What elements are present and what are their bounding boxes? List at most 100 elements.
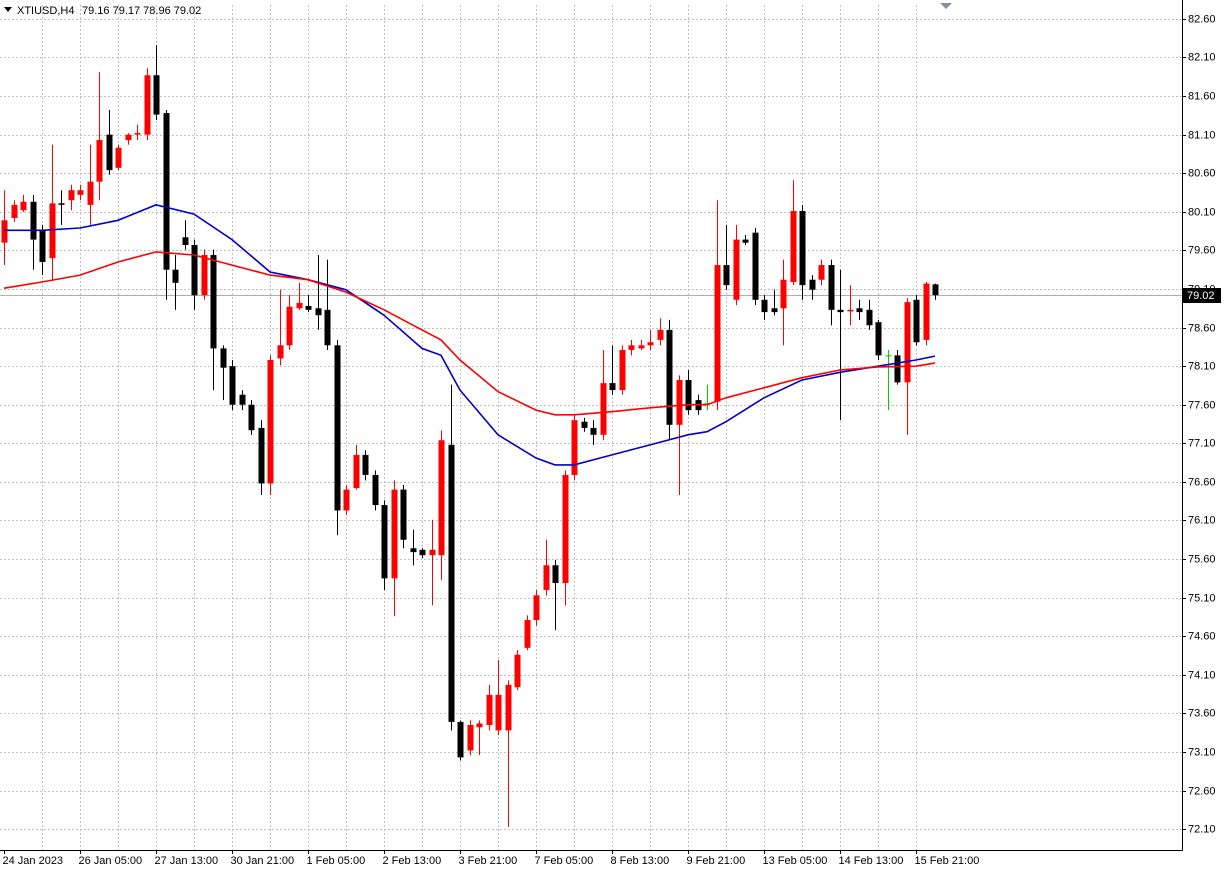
- candle-body: [334, 345, 341, 511]
- candle-body: [438, 440, 445, 556]
- candle-body: [362, 454, 369, 475]
- candle-body: [581, 421, 588, 428]
- candle-body: [239, 394, 246, 405]
- candle-body: [410, 548, 417, 553]
- candle-body: [904, 302, 911, 383]
- candle-body: [790, 211, 797, 283]
- candle-body: [828, 265, 835, 310]
- last-price-label: 79.02: [1187, 290, 1215, 302]
- y-tick-label: 73.60: [1188, 707, 1216, 719]
- candle-body: [400, 489, 407, 540]
- candle-body: [381, 505, 388, 579]
- x-tick-label: 15 Feb 21:00: [915, 855, 980, 867]
- candle-body: [552, 565, 559, 583]
- candle-body: [134, 133, 141, 135]
- grid: [0, 5, 1182, 850]
- candle-body: [590, 427, 597, 435]
- candle-body: [210, 255, 217, 349]
- candle-body: [267, 359, 274, 484]
- candle-body: [733, 239, 740, 300]
- candle-body: [125, 134, 132, 141]
- candle-body: [495, 694, 502, 731]
- y-tick-label: 80.10: [1188, 206, 1216, 218]
- candle-body: [1, 220, 8, 243]
- y-tick-label: 81.10: [1188, 129, 1216, 141]
- y-tick-label: 77.10: [1188, 437, 1216, 449]
- candle-body: [30, 201, 37, 240]
- candle-body: [343, 489, 350, 511]
- candle-body: [809, 279, 816, 290]
- candle-body: [543, 565, 550, 590]
- candle-body: [296, 302, 303, 309]
- y-tick-label: 78.60: [1188, 322, 1216, 334]
- candle-body: [714, 265, 721, 402]
- candle-body: [752, 232, 759, 300]
- candle-body: [220, 348, 227, 368]
- y-tick-label: 75.60: [1188, 553, 1216, 565]
- candle-body: [514, 654, 521, 688]
- candle-body: [191, 244, 198, 296]
- candle-body: [286, 306, 293, 346]
- candle-body: [457, 721, 464, 758]
- candle-body: [201, 255, 208, 296]
- x-tick-label: 8 Feb 13:00: [611, 855, 670, 867]
- candle-body: [182, 237, 189, 245]
- candle-body: [676, 380, 683, 425]
- candle-body: [144, 75, 151, 135]
- candle-body: [448, 444, 455, 722]
- moving-average-line: [4, 204, 936, 466]
- candle-body: [647, 342, 654, 346]
- candle-body: [372, 474, 379, 506]
- candle-body: [96, 140, 103, 182]
- y-tick-label: 72.10: [1188, 823, 1216, 835]
- last-price-box: [1183, 288, 1221, 303]
- candle-body: [172, 269, 179, 283]
- candle-body: [87, 181, 94, 205]
- y-tick-label: 80.60: [1188, 167, 1216, 179]
- candle-body: [609, 383, 616, 391]
- candle-body: [742, 239, 749, 243]
- candle-body: [419, 549, 426, 556]
- candle-body: [106, 134, 113, 171]
- candle-body: [875, 322, 882, 356]
- candle-body: [818, 265, 825, 280]
- y-tick-label: 82.60: [1188, 13, 1216, 25]
- chart-shift-marker[interactable]: [940, 3, 952, 9]
- x-tick-label: 14 Feb 13:00: [839, 855, 904, 867]
- candle-body: [847, 309, 854, 312]
- symbol-menu-arrow[interactable]: [4, 7, 12, 12]
- candle-body: [780, 279, 787, 309]
- candle-body: [932, 284, 939, 296]
- candle-body: [486, 694, 493, 725]
- candle-body: [866, 309, 873, 326]
- x-tick-label: 1 Feb 05:00: [307, 855, 366, 867]
- x-tick-label: 13 Feb 05:00: [763, 855, 828, 867]
- y-tick-label: 75.10: [1188, 592, 1216, 604]
- candle-body: [429, 549, 436, 556]
- candle-body: [799, 211, 806, 286]
- candle-body: [562, 474, 569, 583]
- plot: [1, 45, 939, 827]
- candle-body: [248, 404, 255, 431]
- candle-body: [39, 230, 46, 262]
- x-tick-label: 2 Feb 13:00: [383, 855, 442, 867]
- candle-body: [115, 147, 122, 168]
- candle-body: [600, 383, 607, 435]
- candle-body: [476, 723, 483, 728]
- candle-body: [49, 203, 56, 259]
- y-tick-label: 77.60: [1188, 399, 1216, 411]
- candle-body: [58, 203, 65, 205]
- candle-body: [277, 345, 284, 359]
- y-tick-label: 81.60: [1188, 90, 1216, 102]
- moving-average-line: [3, 251, 936, 416]
- candle-body: [856, 308, 863, 313]
- candle-body: [913, 299, 920, 343]
- y-tick-label: 78.10: [1188, 360, 1216, 372]
- candle-body: [533, 595, 540, 621]
- candle-body: [771, 308, 778, 313]
- x-tick-label: 27 Jan 13:00: [155, 855, 219, 867]
- y-tick-label: 72.60: [1188, 785, 1216, 797]
- symbol-label: XTIUSD,H4: [17, 5, 74, 17]
- candle-body: [638, 345, 645, 349]
